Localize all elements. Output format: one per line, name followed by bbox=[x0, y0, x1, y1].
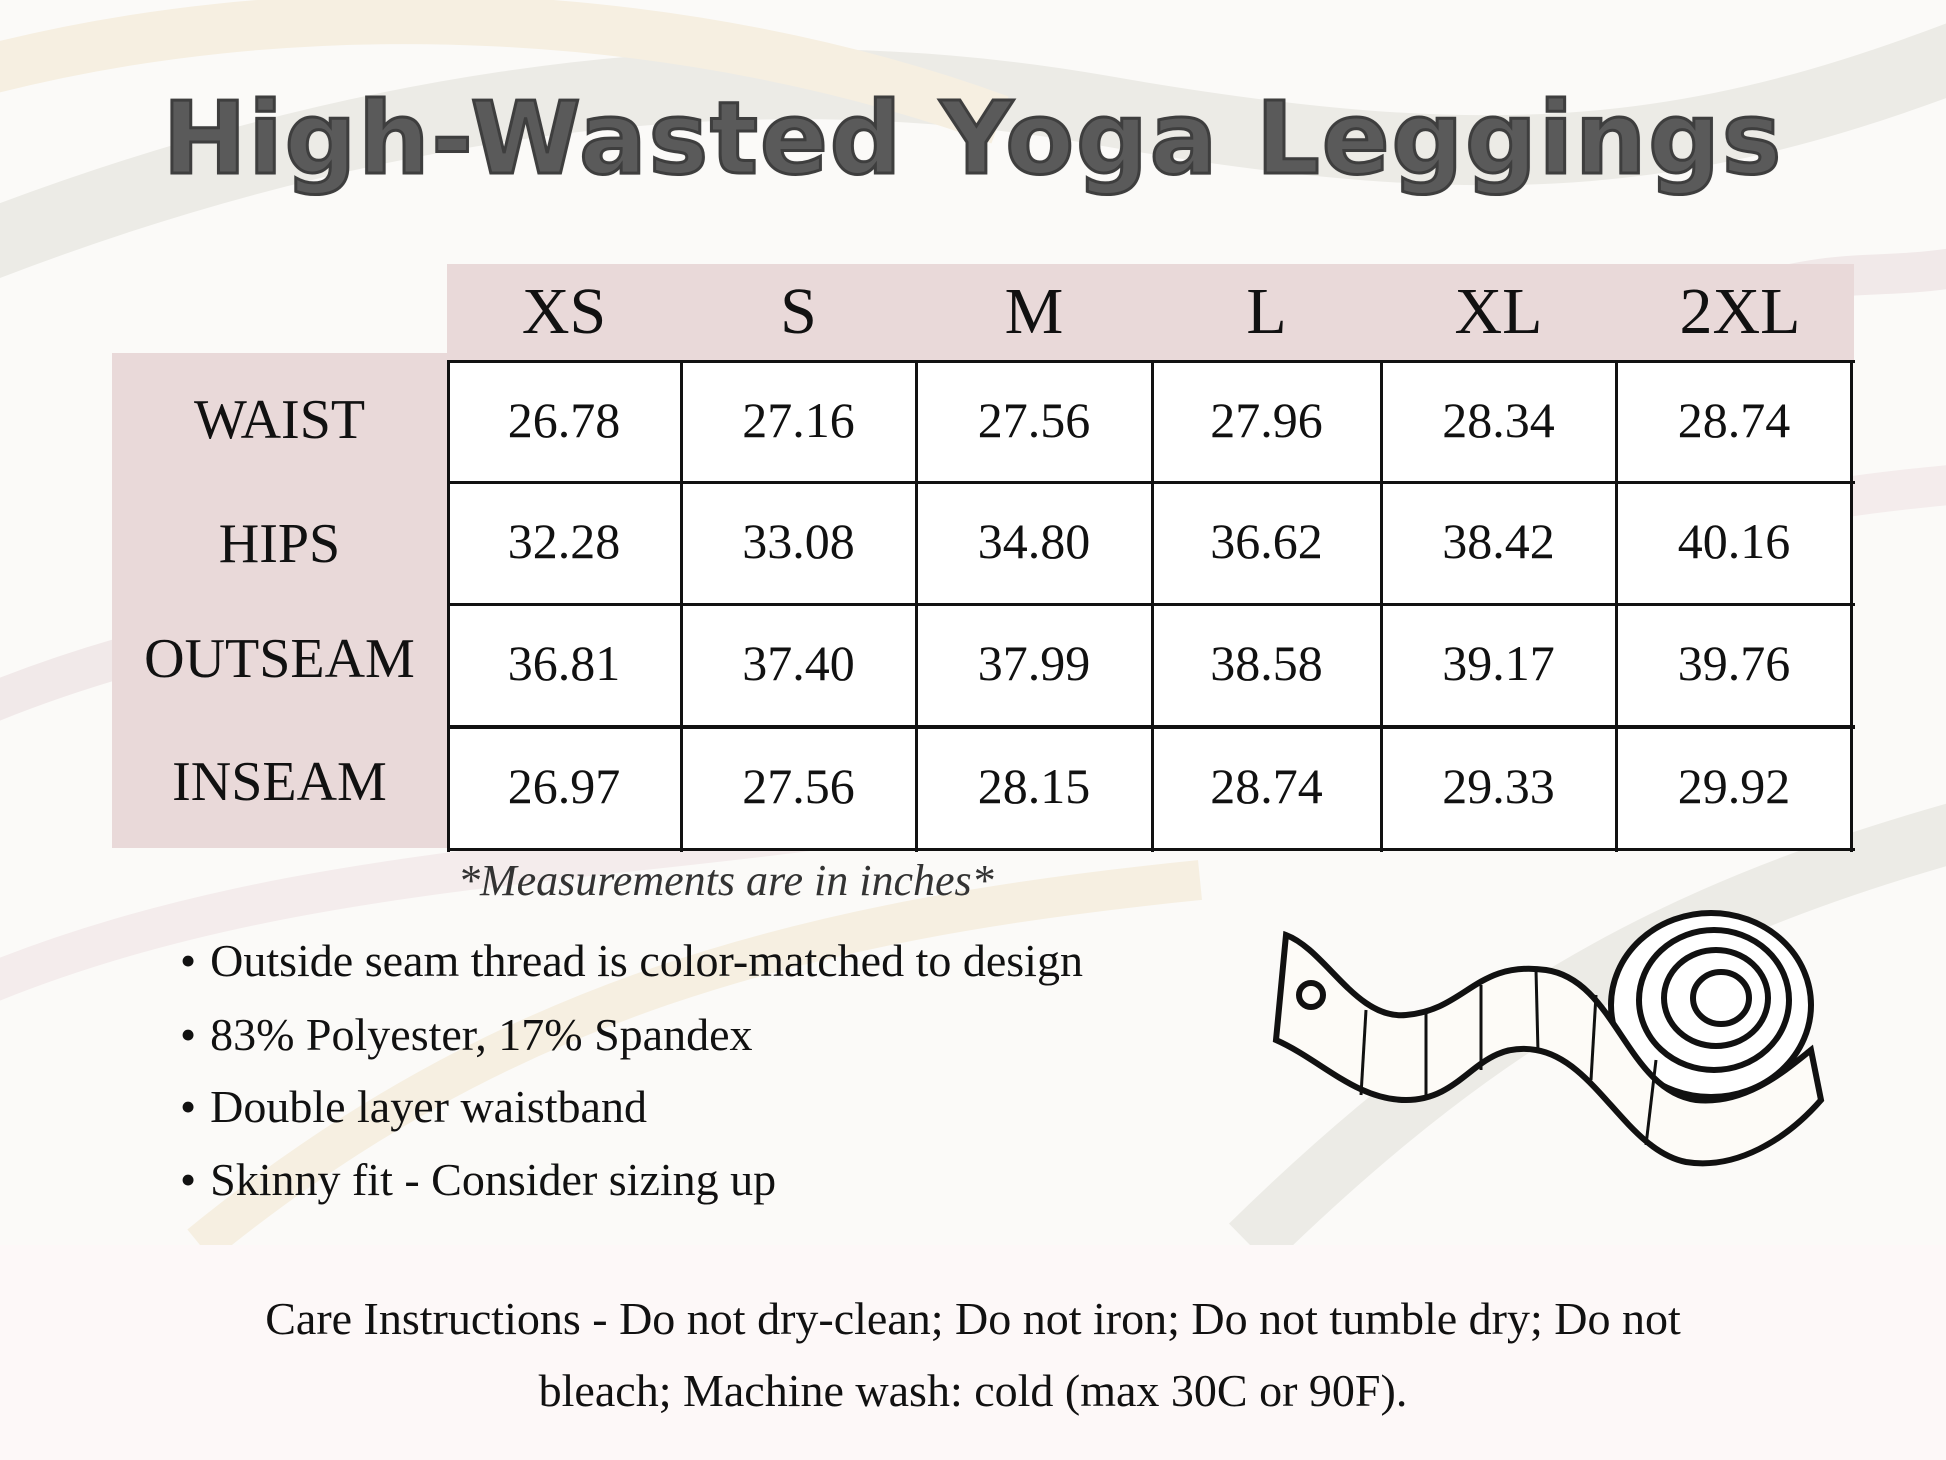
table-cell: 38.58 bbox=[1210, 635, 1323, 691]
size-header-m: M bbox=[1004, 275, 1064, 348]
grid-line bbox=[1151, 360, 1154, 852]
row-label-inseam: INSEAM bbox=[172, 751, 387, 813]
grid-line bbox=[447, 360, 1855, 363]
table-cell: 36.62 bbox=[1210, 513, 1323, 569]
table-cell: 26.97 bbox=[507, 758, 621, 814]
row-label-waist: WAIST bbox=[193, 389, 366, 451]
feature-bullet: Outside seam thread is color-matched to … bbox=[180, 934, 1083, 987]
grid-line bbox=[447, 603, 1855, 606]
grid-line bbox=[1615, 360, 1618, 852]
table-cell: 37.99 bbox=[977, 635, 1091, 691]
care-line-1: Care Instructions - Do not dry-clean; Do… bbox=[265, 1293, 1681, 1344]
table-cell: 28.74 bbox=[1677, 392, 1791, 448]
table-cell: 40.16 bbox=[1677, 513, 1791, 569]
grid-line bbox=[1380, 360, 1383, 852]
table-cell: 36.81 bbox=[507, 635, 621, 691]
table-cell: 39.17 bbox=[1442, 635, 1555, 691]
table-cell: 27.56 bbox=[742, 758, 855, 814]
size-header-row bbox=[447, 264, 1854, 360]
units-note: *Measurements are in inches* bbox=[458, 856, 994, 905]
care-instructions: Care Instructions - Do not dry-clean; Do… bbox=[60, 1283, 1886, 1427]
page-title: High-Wasted Yoga Leggings bbox=[161, 79, 1784, 199]
grid-line bbox=[447, 725, 1855, 729]
care-line-2: bleach; Machine wash: cold (max 30C or 9… bbox=[538, 1365, 1408, 1416]
feature-bullet: 83% Polyester, 17% Spandex bbox=[180, 1008, 752, 1061]
table-cell: 28.34 bbox=[1442, 392, 1555, 448]
table-cell: 39.76 bbox=[1677, 635, 1791, 691]
feature-bullet: Skinny fit - Consider sizing up bbox=[180, 1153, 776, 1206]
table-cell: 27.16 bbox=[742, 392, 855, 448]
feature-bullet: Double layer waistband bbox=[180, 1080, 647, 1133]
grid-line bbox=[447, 360, 450, 852]
size-header-xl: XL bbox=[1454, 275, 1543, 348]
row-label-outseam: OUTSEAM bbox=[144, 628, 415, 690]
table-cell: 32.28 bbox=[507, 513, 621, 569]
table-cell: 34.80 bbox=[977, 513, 1091, 569]
grid-line bbox=[447, 481, 1855, 484]
table-cell: 37.40 bbox=[742, 635, 855, 691]
table-cell: 27.96 bbox=[1210, 392, 1323, 448]
grid-line bbox=[1850, 360, 1853, 852]
grid-line bbox=[447, 848, 1855, 851]
care-instructions-band bbox=[0, 1245, 1946, 1460]
table-cell: 28.15 bbox=[977, 758, 1091, 814]
measurement-label-column bbox=[112, 353, 447, 848]
table-cell: 29.92 bbox=[1677, 758, 1791, 814]
grid-line bbox=[680, 360, 683, 852]
size-header-s: S bbox=[780, 275, 817, 348]
table-cell: 28.74 bbox=[1210, 758, 1323, 814]
row-label-hips: HIPS bbox=[218, 513, 341, 575]
grid-line bbox=[915, 360, 918, 852]
table-cell: 38.42 bbox=[1442, 513, 1555, 569]
table-cell: 26.78 bbox=[507, 392, 621, 448]
size-header-2xl: 2XL bbox=[1679, 275, 1801, 348]
table-cell: 27.56 bbox=[977, 392, 1091, 448]
size-header-xs: XS bbox=[521, 275, 607, 348]
table-cell: 29.33 bbox=[1442, 758, 1555, 814]
size-header-l: L bbox=[1246, 275, 1287, 348]
table-cell: 33.08 bbox=[742, 513, 855, 569]
measuring-tape-icon bbox=[1272, 910, 1825, 1167]
